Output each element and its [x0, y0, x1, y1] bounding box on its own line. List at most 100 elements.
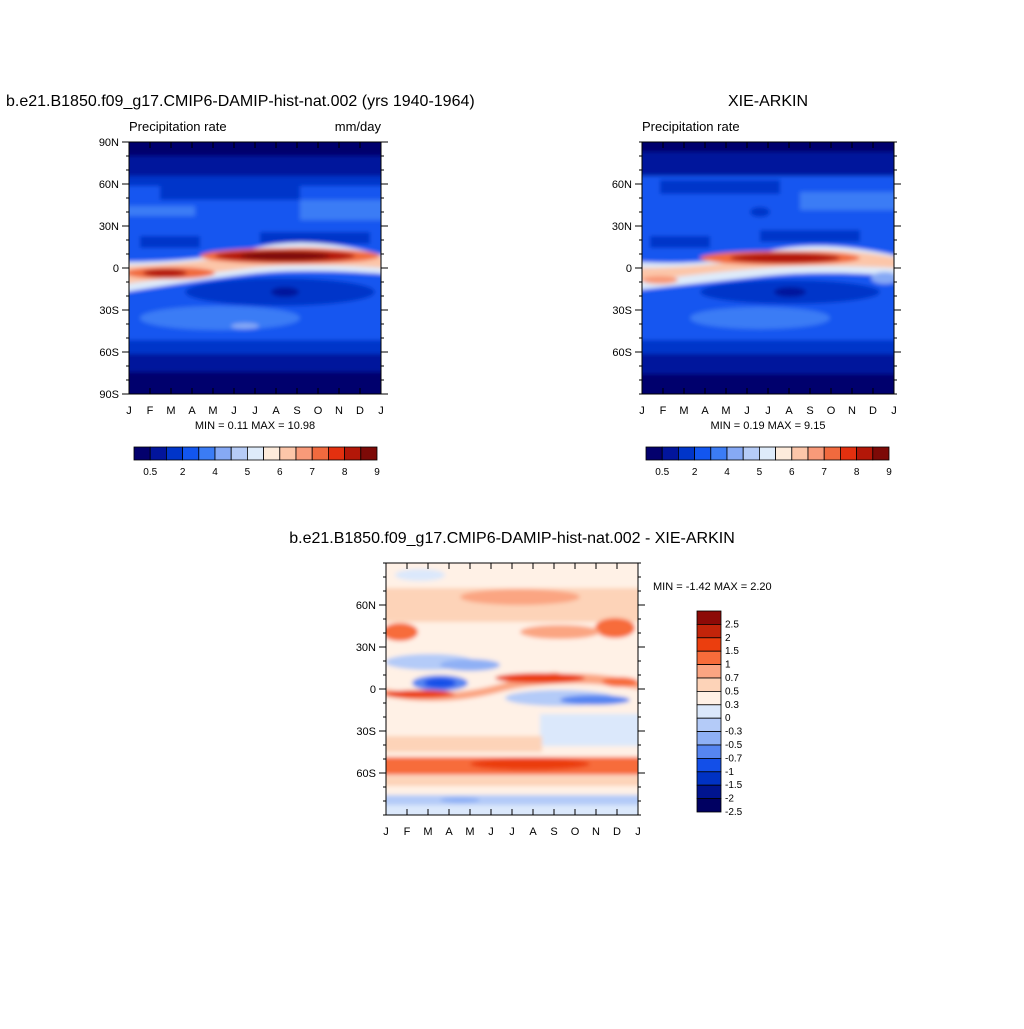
model-colorbar-box — [327, 446, 345, 461]
model-colorbar-box — [165, 446, 183, 461]
diff-colorbar-box — [696, 717, 722, 733]
model-colorbar-label: 5 — [245, 467, 251, 478]
obs-colorbar-box — [661, 446, 679, 461]
obs-colorbar-box — [759, 446, 777, 461]
diff-colorbar-box — [696, 677, 722, 692]
obs-y-tick-label: 30N — [612, 221, 632, 233]
obs-y-tick-label: 30S — [612, 305, 632, 317]
model-colorbar-label: 4 — [212, 467, 218, 478]
model-x-tick-label: M — [166, 405, 175, 417]
obs-min-max: MIN = 0.19 MAX = 9.15 — [711, 420, 826, 432]
diff-colorbar-box — [696, 624, 722, 639]
diff-x-tick-label: S — [550, 826, 557, 838]
obs-x-tick-label: D — [869, 405, 877, 417]
diff-x-tick-label: A — [445, 826, 453, 838]
diff-colorbar-box — [696, 610, 722, 625]
obs-colorbar-box — [726, 446, 744, 461]
obs-colorbar-box — [872, 446, 890, 461]
obs-x-tick-label: N — [848, 405, 856, 417]
obs-y-tick-label: 0 — [626, 263, 632, 275]
diff-colorbar-box — [696, 771, 722, 786]
model-colorbar-label: 6 — [277, 467, 283, 478]
obs-colorbar-label: 8 — [854, 467, 860, 478]
model-colorbar-box — [263, 446, 281, 461]
model-variable-label: Precipitation rate — [129, 119, 227, 134]
model-colorbar-box — [311, 446, 329, 461]
diff-colorbar-box — [696, 731, 722, 746]
diff-y-tick-label: 30S — [356, 726, 376, 738]
model-x-tick-label: J — [378, 405, 384, 417]
diff-colorbar-label: -0.5 — [725, 740, 743, 751]
diff-y-tick-label: 0 — [370, 684, 376, 696]
diff-colorbar-box — [696, 664, 722, 679]
model-y-tick-label: 90N — [99, 137, 119, 149]
diff-x-tick-label: F — [404, 826, 411, 838]
obs-colorbar-label: 9 — [886, 467, 892, 478]
obs-colorbar-box — [775, 446, 793, 461]
diff-x-tick-label: J — [635, 826, 641, 838]
diff-colorbar-box — [696, 650, 722, 666]
model-colorbar-box — [230, 446, 248, 461]
model-x-tick-label: O — [314, 405, 323, 417]
diff-x-tick-label: J — [488, 826, 494, 838]
diff-colorbar-box — [696, 637, 722, 652]
model-colorbar-box — [246, 446, 264, 461]
diff-y-tick-label: 30N — [356, 642, 376, 654]
model-colorbar-box — [182, 446, 200, 461]
obs-colorbar-box — [742, 446, 760, 461]
diff-colorbar-label: 1.5 — [725, 646, 739, 657]
obs-colorbar-box — [823, 446, 841, 461]
obs-x-tick-label: A — [701, 405, 709, 417]
model-colorbar-box — [149, 446, 167, 461]
diff-colorbar-label: 0.3 — [725, 700, 739, 711]
obs-colorbar-box — [856, 446, 874, 461]
model-colorbar-label: 7 — [309, 467, 315, 478]
obs-x-tick-label: M — [679, 405, 688, 417]
model-x-tick-label: F — [147, 405, 154, 417]
diff-colorbar-box — [696, 691, 722, 706]
diff-colorbar-label: 2 — [725, 633, 731, 644]
model-min-max: MIN = 0.11 MAX = 10.98 — [195, 420, 315, 432]
model-colorbar-box — [214, 446, 232, 461]
obs-x-tick-label: J — [891, 405, 897, 417]
model-x-tick-label: N — [335, 405, 343, 417]
model-y-tick-label: 90S — [99, 389, 119, 401]
diff-contour-field — [386, 563, 638, 815]
diff-x-tick-label: M — [465, 826, 474, 838]
obs-colorbar-box — [791, 446, 809, 461]
obs-colorbar-label: 6 — [789, 467, 795, 478]
obs-x-tick-label: F — [660, 405, 667, 417]
obs-x-tick-label: S — [806, 405, 813, 417]
model-colorbar-box — [279, 446, 297, 461]
model-units-label: mm/day — [335, 119, 382, 134]
obs-x-tick-label: J — [639, 405, 645, 417]
diff-colorbar-label: 0 — [725, 713, 731, 724]
model-title: b.e21.B1850.f09_g17.CMIP6-DAMIP-hist-nat… — [6, 93, 475, 110]
model-x-tick-label: A — [272, 405, 280, 417]
obs-colorbar: 0.5 2 4 5 6 7 8 9 — [645, 446, 892, 478]
diff-colorbar-box — [696, 784, 722, 800]
obs-colorbar-box — [694, 446, 712, 461]
model-colorbar-box — [344, 446, 362, 461]
diff-colorbar-label: 1 — [725, 660, 731, 671]
obs-variable-label: Precipitation rate — [642, 119, 740, 134]
obs-colorbar-box — [840, 446, 858, 461]
diff-title: b.e21.B1850.f09_g17.CMIP6-DAMIP-hist-nat… — [289, 530, 735, 547]
diff-colorbar-label: 0.5 — [725, 686, 739, 697]
diff-colorbar-label: -0.3 — [725, 727, 743, 738]
model-x-tick-label: M — [208, 405, 217, 417]
model-y-tick-label: 30S — [99, 305, 119, 317]
obs-x-tick-label: J — [744, 405, 750, 417]
obs-colorbar-box — [710, 446, 728, 461]
diff-colorbar-box — [696, 704, 722, 719]
diff-colorbar-label: 2.5 — [725, 619, 739, 630]
diff-x-tick-label: M — [423, 826, 432, 838]
obs-colorbar-label: 5 — [757, 467, 763, 478]
model-x-tick-label: D — [356, 405, 364, 417]
model-x-tick-label: J — [231, 405, 237, 417]
model-x-tick-label: J — [126, 405, 132, 417]
obs-x-tick-label: J — [765, 405, 771, 417]
